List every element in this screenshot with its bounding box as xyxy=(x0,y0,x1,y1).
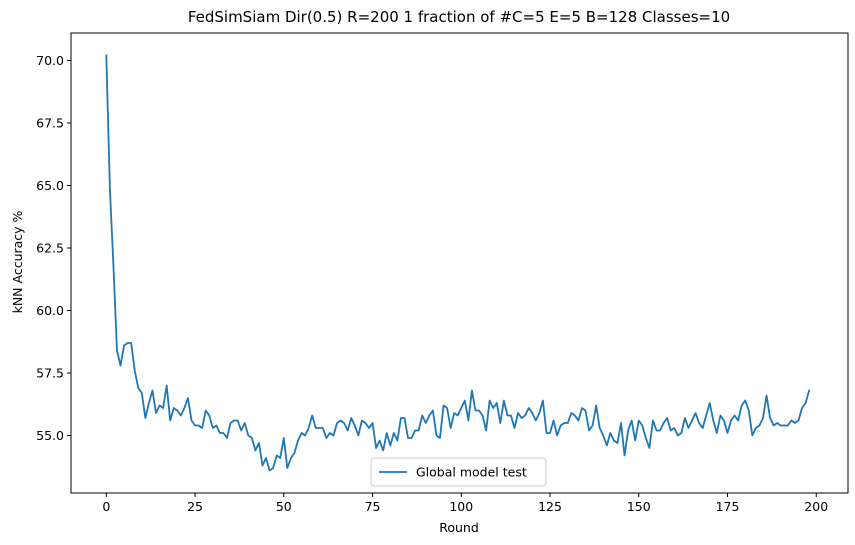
y-tick-label: 67.5 xyxy=(36,116,64,131)
x-tick-label: 125 xyxy=(538,499,562,514)
x-tick-label: 25 xyxy=(187,499,203,514)
y-tick-label: 70.0 xyxy=(36,53,64,68)
y-tick-label: 65.0 xyxy=(36,178,64,193)
series-line xyxy=(105,54,811,472)
x-tick-label: 175 xyxy=(716,499,740,514)
y-tick-label: 57.5 xyxy=(36,366,64,381)
x-axis-label: Round xyxy=(439,520,479,535)
x-tick-label: 0 xyxy=(102,499,110,514)
chart-title: FedSimSiam Dir(0.5) R=200 1 fraction of … xyxy=(188,8,730,26)
legend: Global model test xyxy=(370,457,547,487)
legend-frame xyxy=(370,457,547,487)
y-tick-label: 55.0 xyxy=(36,428,64,443)
y-tick-label: 60.0 xyxy=(36,303,64,318)
plot-layer xyxy=(105,54,811,472)
x-tick-label: 200 xyxy=(804,499,828,514)
y-tick-label: 62.5 xyxy=(36,241,64,256)
axes-layer: 0 25 50 75 100 125 150 175 200 55.0 57.5 60.0 62.5 65… xyxy=(36,32,849,514)
y-axis-label: kNN Accuracy % xyxy=(10,210,25,313)
x-tick-label: 75 xyxy=(365,499,381,514)
legend-label: Global model test xyxy=(416,465,527,480)
x-tick-label: 100 xyxy=(449,499,473,514)
plot-frame xyxy=(70,32,849,494)
x-tick-label: 50 xyxy=(276,499,292,514)
x-tick-label: 150 xyxy=(627,499,651,514)
